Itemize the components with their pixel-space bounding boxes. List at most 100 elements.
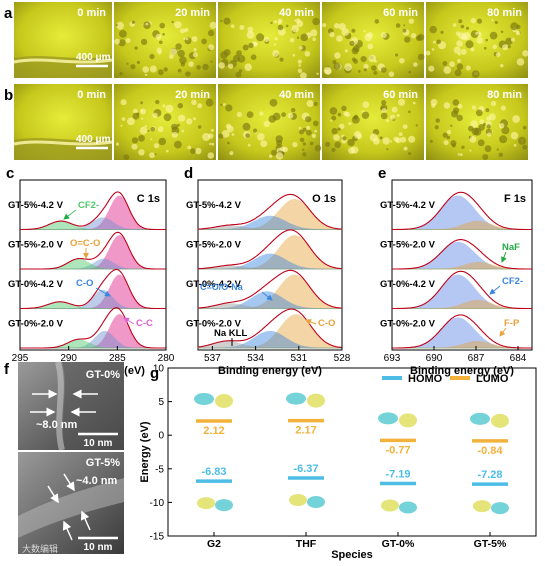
xps-d-tick-label: 531 (290, 353, 307, 364)
panel-f-letter: f (4, 361, 10, 378)
legend-homo-label: HOMO (408, 373, 443, 385)
xps-d-envelope (198, 229, 342, 270)
panel-a-deposit-dot (169, 48, 178, 56)
panel-a-deposit-dot (510, 37, 515, 42)
panel-a-deposit-dot (277, 24, 284, 31)
panel-b-deposit-dot (499, 135, 508, 144)
panel-b-deposit-dot (434, 125, 439, 130)
panel-b-deposit-dot (257, 133, 265, 141)
xps-c-envelope (20, 231, 166, 270)
panel-b-deposit-dot (131, 137, 139, 144)
panel-b-deposit-dot (136, 112, 140, 116)
panel-b-deposit-dot (193, 117, 196, 121)
panel-b-deposit-dot (400, 136, 407, 143)
anno-c-co: C-O (76, 278, 93, 289)
panel-b-deposit-dot (513, 143, 517, 147)
panel-b-deposit-dot (147, 129, 150, 132)
panel-a-deposit-dot (247, 26, 254, 33)
panel-a-deposit-dot (174, 21, 182, 29)
panel-b-deposit-dot (126, 117, 135, 126)
panel-b-deposit-dot (141, 117, 144, 120)
orbital-illustration (194, 392, 233, 512)
lumo-orbital-lobe (470, 412, 490, 425)
panel-a-deposit-dot (239, 25, 245, 30)
xps-e-series-label: GT-0%-4.2 V (380, 279, 436, 290)
panel-a: a 0 min 400 μm 20 min 40 min 60 min 80 min (4, 2, 529, 79)
panel-b-deposit-dot (155, 99, 160, 105)
lumo-value-label: 2.17 (295, 425, 316, 437)
panel-b-deposit-dot (329, 107, 338, 115)
tem-bottom-scale-label: 10 nm (84, 542, 113, 553)
panel-a-deposit-dot (476, 18, 483, 24)
panel-b-deposit-dot (133, 108, 138, 114)
panel-b-deposit-dot (144, 125, 147, 128)
panel-a-deposit-dot (248, 42, 254, 49)
panel-a-deposit-dot (333, 62, 341, 70)
xps-d-title: O 1s (312, 193, 336, 205)
anno-e-naf: NaF (502, 242, 520, 253)
panel-b-deposit-dot (227, 141, 230, 145)
panel-a-deposit-dot (300, 33, 309, 42)
panel-b-deposit-dot (292, 141, 298, 148)
panel-a-deposit-dot (516, 30, 520, 34)
panel-b-deposit-dot (522, 125, 527, 130)
panel-b-deposit-dot (171, 131, 178, 138)
xps-d-envelope (197, 269, 342, 309)
panel-a-deposit-dot (465, 40, 474, 49)
panel-a-deposit-dot (230, 24, 235, 29)
panel-a-deposit-dot (363, 29, 366, 33)
panel-b-deposit-dot (331, 127, 338, 135)
panel-b-deposit-dot (348, 147, 355, 155)
panel-a-deposit-dot (388, 71, 395, 77)
panel-b-deposit-dot (353, 131, 362, 139)
panel-b-deposit-dot (345, 112, 351, 117)
panel-a-deposit-dot (336, 35, 343, 42)
panel-a-deposit-dot (458, 19, 463, 24)
panel-b-deposit-dot (348, 122, 352, 126)
panel-b-deposit-dot (260, 140, 268, 148)
panel-a-deposit-dot (516, 24, 521, 29)
energy-y-tick-label: -5 (155, 464, 164, 475)
xps-d-spectrum: GT-5%-4.2 V (186, 193, 343, 230)
panel-b-deposit-dot (176, 123, 180, 127)
panel-a-deposit-dot (425, 50, 431, 56)
panel-b-deposit-dot (306, 125, 311, 130)
panel-b-deposit-dot (157, 126, 164, 133)
xps-d-frame (197, 179, 343, 351)
panel-a-deposit-dot (456, 63, 464, 70)
panel-b-deposit-dot (259, 111, 264, 116)
panel-a-frame: 80 min (425, 2, 529, 78)
panel-a-deposit-dot (157, 69, 164, 76)
xps-c-spectrum: GT-5%-2.0 V (8, 231, 166, 270)
panel-a-deposit-dot (312, 17, 320, 26)
panel-b-deposit-dot (120, 99, 127, 106)
panel-a-deposit-dot (246, 31, 255, 39)
panel-b-deposit-dot (269, 98, 278, 107)
panel-b-deposit-dot (431, 103, 436, 108)
panel-b-deposit-dot (287, 112, 294, 119)
panel-a-deposit-dot (461, 34, 468, 41)
anno-e-cf2: CF2- (502, 276, 523, 287)
panel-b-deposit-dot (477, 139, 485, 147)
energy-category-label: GT-5% (474, 538, 507, 550)
anno-c-cc: C-C (136, 318, 153, 329)
panel-b-deposit-dot (379, 136, 383, 140)
xps-e-series-label: GT-5%-2.0 V (380, 239, 436, 250)
panel-a-deposit-dot (192, 52, 198, 58)
panel-b-deposit-dot (479, 119, 485, 125)
homo-orbital-lobe (289, 494, 307, 507)
panel-b-deposit-dot (229, 151, 234, 156)
panel-b-deposit-dot (398, 132, 403, 137)
panel-b-deposit-dot (263, 120, 270, 127)
panel-b-deposit-dot (330, 119, 333, 122)
lumo-orbital-lobe (194, 392, 214, 405)
panel-b-deposit-dot (121, 117, 126, 121)
panel-a-deposit-dot (316, 72, 319, 76)
panel-a-deposit-dot (485, 38, 489, 42)
energy-category-label: THF (296, 538, 317, 550)
xps-d-series-label: GT-5%-4.2 V (186, 200, 242, 211)
panel-a-deposit-dot (454, 69, 462, 77)
panel-a-deposit-dot (465, 65, 471, 71)
panel-a-deposit-dot (134, 46, 138, 50)
panel-b-deposit-dot (174, 140, 182, 149)
